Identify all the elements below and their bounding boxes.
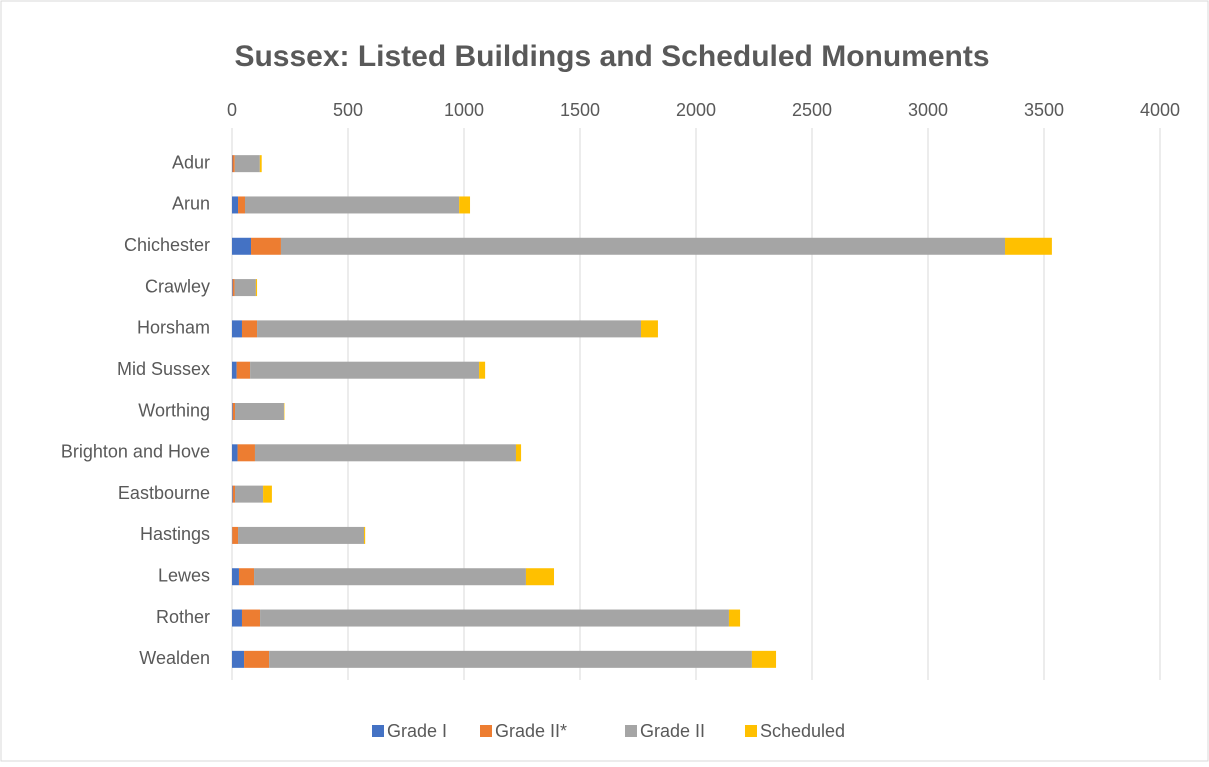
bar-segment <box>233 486 235 503</box>
bar-segment <box>235 279 256 296</box>
y-tick-label: Eastbourne <box>118 483 210 503</box>
bar-segment <box>232 320 242 337</box>
y-tick-label: Worthing <box>138 400 210 420</box>
bar-segment <box>526 568 554 585</box>
bar-segment <box>232 279 233 296</box>
bar-segment <box>244 651 269 668</box>
y-tick-label: Rother <box>156 607 210 627</box>
bar-segment <box>254 568 526 585</box>
bar-segment <box>235 155 260 172</box>
bar-segment <box>233 403 235 420</box>
bar-segment <box>233 279 235 296</box>
bar-segment <box>232 486 233 503</box>
bar-segment <box>238 527 364 544</box>
bar-segment <box>238 196 245 213</box>
bar-segment <box>245 196 459 213</box>
bar-segment <box>255 444 516 461</box>
bar-segment <box>232 362 237 379</box>
bar-segment <box>239 568 254 585</box>
x-tick-label: 0 <box>227 100 237 120</box>
bar-segment <box>232 238 251 255</box>
bar-segment <box>238 444 255 461</box>
bar-segment <box>232 444 238 461</box>
bar-segment <box>263 486 272 503</box>
bar-segment <box>260 155 262 172</box>
bar-segment <box>232 403 233 420</box>
legend-swatch <box>625 725 637 737</box>
bar-segment <box>479 362 485 379</box>
legend-label: Grade II <box>640 721 705 741</box>
bar-segment <box>459 196 470 213</box>
y-tick-label: Adur <box>172 152 210 172</box>
legend-label: Scheduled <box>760 721 845 741</box>
bar-segment <box>641 320 658 337</box>
bar-segment <box>235 486 263 503</box>
y-tick-label: Lewes <box>158 565 210 585</box>
y-tick-label: Crawley <box>145 276 210 296</box>
x-tick-label: 500 <box>333 100 363 120</box>
x-tick-label: 3500 <box>1024 100 1064 120</box>
bar-segment <box>242 610 260 627</box>
x-tick-label: 2000 <box>676 100 716 120</box>
bar-segment <box>269 651 752 668</box>
bar-segment <box>232 155 234 172</box>
x-tick-label: 2500 <box>792 100 832 120</box>
bar-segment <box>232 610 242 627</box>
x-tick-label: 3000 <box>908 100 948 120</box>
y-tick-label: Arun <box>172 194 210 214</box>
bar-segment <box>260 610 729 627</box>
y-tick-label: Horsham <box>137 318 210 338</box>
y-tick-label: Mid Sussex <box>117 359 210 379</box>
bar-segment <box>251 238 281 255</box>
bar-segment <box>232 196 238 213</box>
y-tick-label: Hastings <box>140 524 210 544</box>
legend-swatch <box>480 725 492 737</box>
bar-segment <box>250 362 479 379</box>
bar-segment <box>232 568 239 585</box>
bar-segment <box>256 279 257 296</box>
bar-segment <box>281 238 1005 255</box>
bar-segment <box>232 527 238 544</box>
x-tick-label: 4000 <box>1140 100 1180 120</box>
y-tick-label: Wealden <box>139 648 210 668</box>
legend-label: Grade I <box>387 721 447 741</box>
bar-segment <box>752 651 776 668</box>
legend-swatch <box>745 725 757 737</box>
bar-segment <box>237 362 250 379</box>
y-tick-label: Brighton and Hove <box>61 442 210 462</box>
y-tick-label: Chichester <box>124 235 210 255</box>
legend-label: Grade II* <box>495 721 567 741</box>
chart-title: Sussex: Listed Buildings and Scheduled M… <box>234 40 989 73</box>
bar-segment <box>232 651 244 668</box>
bar-segment <box>516 444 521 461</box>
x-tick-label: 1000 <box>444 100 484 120</box>
bar-segment <box>235 403 284 420</box>
legend-swatch <box>372 725 384 737</box>
bar-segment <box>364 527 365 544</box>
x-tick-label: 1500 <box>560 100 600 120</box>
bar-segment <box>242 320 257 337</box>
bar-segment <box>729 610 740 627</box>
bar-segment <box>1005 238 1052 255</box>
bar-segment <box>257 320 641 337</box>
